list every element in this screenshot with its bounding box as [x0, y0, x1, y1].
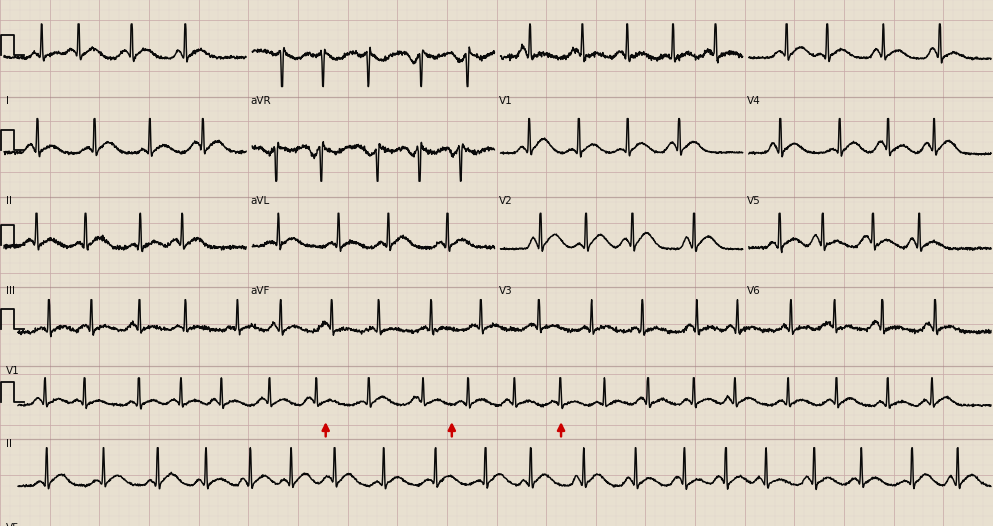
Text: V1: V1	[498, 96, 512, 106]
Text: II: II	[6, 196, 12, 206]
Text: V5: V5	[747, 196, 761, 206]
Text: aVF: aVF	[250, 286, 270, 296]
Text: II: II	[6, 439, 12, 449]
Text: V4: V4	[747, 96, 761, 106]
Text: V6: V6	[747, 286, 761, 296]
Text: I: I	[6, 96, 9, 106]
Text: aVR: aVR	[250, 96, 271, 106]
Text: V5: V5	[6, 523, 20, 526]
Text: V1: V1	[6, 366, 20, 376]
Text: V3: V3	[498, 286, 512, 296]
Text: aVL: aVL	[250, 196, 269, 206]
Text: V2: V2	[498, 196, 512, 206]
Text: III: III	[6, 286, 15, 296]
